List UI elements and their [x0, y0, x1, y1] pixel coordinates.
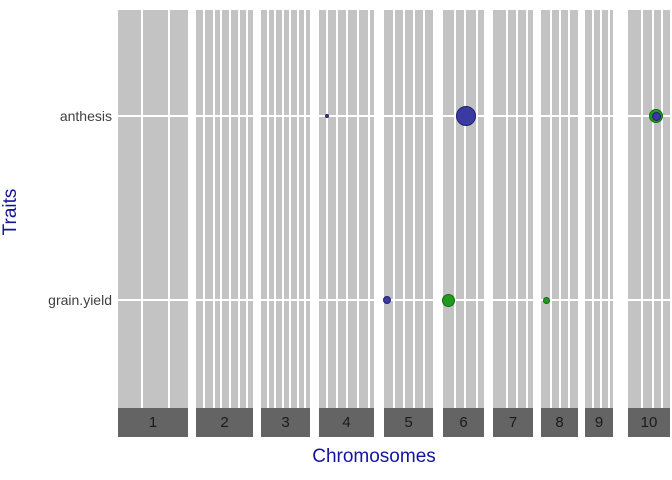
qtl-point-anthesis-chr6-blue [456, 106, 476, 126]
marker-gridline [336, 10, 338, 408]
marker-gridline [368, 10, 370, 408]
trait-row-gridline [261, 299, 310, 301]
trait-row-gridline [493, 299, 533, 301]
chromosome-band-5 [384, 10, 433, 408]
qtl-point-anthesis-chr10-blue [651, 111, 661, 121]
chromosome-band-10 [628, 10, 670, 408]
chromosome-strip-3: 3 [261, 408, 310, 437]
marker-gridline [304, 10, 306, 408]
trait-row-gridline [118, 115, 188, 117]
marker-gridline [568, 10, 570, 408]
marker-gridline [274, 10, 276, 408]
marker-gridline [403, 10, 405, 408]
marker-gridline [550, 10, 552, 408]
chromosome-strip-10: 10 [628, 408, 670, 437]
trait-row-gridline [319, 115, 374, 117]
marker-gridline [346, 10, 348, 408]
marker-gridline [600, 10, 602, 408]
trait-row-gridline [493, 115, 533, 117]
marker-gridline [141, 10, 143, 408]
marker-gridline [220, 10, 222, 408]
marker-gridline [229, 10, 231, 408]
trait-row-gridline [319, 299, 374, 301]
marker-gridline [516, 10, 518, 408]
chromosome-strip-8: 8 [541, 408, 578, 437]
marker-gridline [289, 10, 291, 408]
qtl-point-anthesis-chr4-blue [324, 113, 330, 119]
marker-gridline [357, 10, 359, 408]
marker-gridline [641, 10, 643, 408]
marker-gridline [476, 10, 478, 408]
qtl-point-grain.yield-chr6-green [441, 293, 455, 307]
marker-gridline [168, 10, 170, 408]
chromosome-strip-2: 2 [196, 408, 253, 437]
trait-row-gridline [628, 299, 670, 301]
marker-gridline [393, 10, 395, 408]
qtl-point-grain.yield-chr5-blue [383, 296, 391, 304]
trait-row-gridline [196, 299, 253, 301]
trait-row-gridline [541, 115, 578, 117]
trait-row-gridline [196, 115, 253, 117]
y-axis-title: Traits [0, 188, 21, 236]
trait-row-gridline [384, 299, 433, 301]
marker-gridline [203, 10, 205, 408]
trait-row-gridline [384, 115, 433, 117]
qtl-point-grain.yield-chr8-green [542, 296, 550, 304]
marker-gridline [238, 10, 240, 408]
chromosome-strip-4: 4 [319, 408, 374, 437]
marker-gridline [526, 10, 528, 408]
x-axis-title: Chromosomes [312, 446, 436, 467]
trait-row-gridline [443, 299, 484, 301]
chromosome-strip-5: 5 [384, 408, 433, 437]
chromosome-strip-1: 1 [118, 408, 188, 437]
chromosome-band-3 [261, 10, 310, 408]
marker-gridline [413, 10, 415, 408]
chromosome-band-8 [541, 10, 578, 408]
chromosome-strip-7: 7 [493, 408, 533, 437]
chromosome-band-1 [118, 10, 188, 408]
chromosome-band-4 [319, 10, 374, 408]
marker-gridline [297, 10, 299, 408]
marker-gridline [592, 10, 594, 408]
y-tick-label-anthesis: anthesis [59, 108, 112, 124]
marker-gridline [282, 10, 284, 408]
marker-gridline [464, 10, 466, 408]
marker-gridline [652, 10, 654, 408]
trait-row-gridline [541, 299, 578, 301]
chromosome-band-2 [196, 10, 253, 408]
marker-gridline [608, 10, 610, 408]
y-tick-label-grain-yield: grain.yield [48, 292, 112, 308]
trait-row-gridline [585, 299, 613, 301]
chromosome-band-7 [493, 10, 533, 408]
marker-gridline [246, 10, 248, 408]
marker-gridline [267, 10, 269, 408]
trait-row-gridline [261, 115, 310, 117]
trait-row-gridline [118, 299, 188, 301]
chromosome-strip-9: 9 [585, 408, 613, 437]
marker-gridline [506, 10, 508, 408]
marker-gridline [661, 10, 663, 408]
marker-gridline [559, 10, 561, 408]
marker-gridline [213, 10, 215, 408]
chromosome-strip-6: 6 [443, 408, 484, 437]
marker-gridline [326, 10, 328, 408]
chromosome-band-6 [443, 10, 484, 408]
marker-gridline [454, 10, 456, 408]
chromosome-band-9 [585, 10, 613, 408]
trait-row-gridline [585, 115, 613, 117]
marker-gridline [423, 10, 425, 408]
